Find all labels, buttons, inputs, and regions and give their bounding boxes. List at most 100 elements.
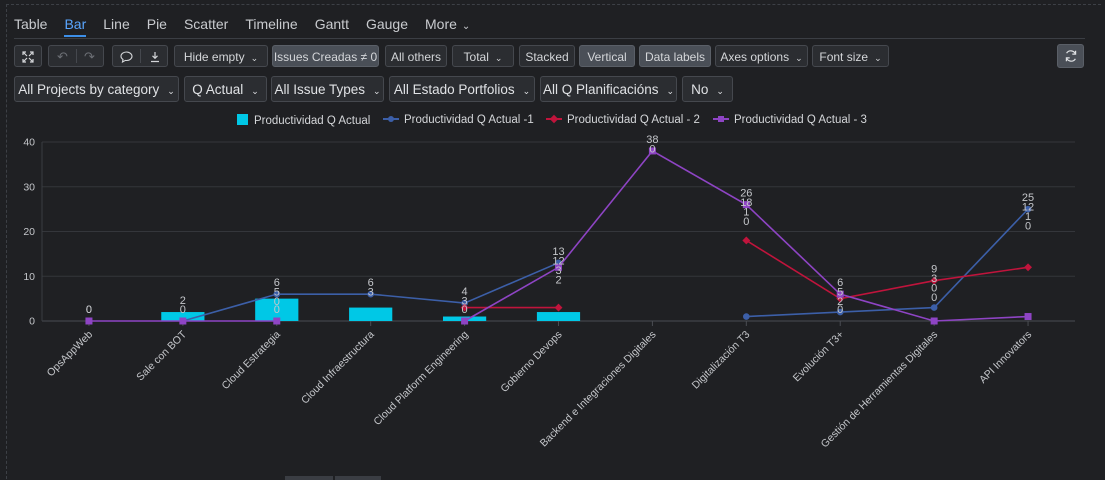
bar[interactable] [255,298,299,321]
legend-item-q2[interactable]: Productividad Q Actual - 2 [546,114,700,126]
axes-options-label: Axes options [720,50,790,64]
expand-button[interactable] [14,45,42,67]
filter-bar: All Projects by category ⌄ Q Actual ⌄ All … [14,76,1091,104]
series-point[interactable] [555,263,562,271]
tab-gantt[interactable]: Gantt [314,15,349,32]
legend-item-q1[interactable]: Productividad Q Actual -1 [383,114,534,126]
series-point[interactable] [648,147,656,155]
issue-types-filter[interactable]: All Issue Types ⌄ [271,76,384,102]
series-point[interactable] [930,276,939,285]
series-point[interactable] [1024,263,1033,272]
total-dropdown[interactable]: Total ⌄ [452,45,514,67]
bar[interactable] [349,307,393,321]
data-label: 0 [931,292,937,304]
scroll-indicator [335,476,381,480]
x-tick-label: Gobierno Devops [498,329,564,395]
redo-icon[interactable]: ↷ [84,49,95,64]
data-label: 18 [740,197,752,209]
series-point[interactable] [930,317,938,325]
chart-legend: Productividad Q Actual Productividad Q A… [0,114,1105,130]
comment-icon[interactable] [120,51,133,63]
series-point[interactable] [743,313,750,320]
series-point[interactable] [836,290,844,298]
data-label: 12 [552,255,564,267]
series-point[interactable] [367,290,374,298]
x-tick-label: Digitalización T3 [690,329,753,392]
no-filter-label: No [691,82,709,97]
stacked-button[interactable]: Stacked [519,45,575,67]
refresh-button[interactable] [1057,44,1084,68]
series-point[interactable] [742,236,751,245]
legend-swatch [237,114,248,125]
issues-creadas-filter-button[interactable]: Issues Creadas ≠ 0 [272,45,379,67]
series-point[interactable] [930,304,938,311]
expand-icon [22,51,34,63]
planificaciones-filter[interactable]: All Q Planificacións ⌄ [540,76,677,102]
data-label: 0 [180,304,186,316]
estado-filter-label: All Estado Portfolios [393,82,515,97]
all-others-button[interactable]: All others [385,45,447,67]
tab-scatter[interactable]: Scatter [183,15,229,32]
series-point[interactable] [742,201,750,209]
data-label: 3 [368,287,374,299]
estado-portfolios-filter[interactable]: All Estado Portfolios ⌄ [389,76,535,102]
series-point[interactable] [179,317,187,325]
no-filter[interactable]: No ⌄ [682,76,733,102]
legend-label: Productividad Q Actual - 3 [734,114,867,126]
data-label: 1 [743,207,749,219]
series-point[interactable] [460,303,469,312]
divider [76,49,77,63]
divider [140,49,141,63]
y-tick-label: 10 [23,271,35,283]
download-icon[interactable] [149,51,161,63]
tab-more[interactable]: More ⌄ [425,10,470,37]
data-label: 0 [649,143,655,155]
tab-bar[interactable]: Bar [64,10,87,37]
quarter-filter[interactable]: Q Actual ⌄ [184,76,267,102]
vertical-button[interactable]: Vertical [579,45,635,67]
chevron-down-icon: ⌄ [250,53,259,63]
series-point[interactable] [461,299,468,307]
tab-timeline[interactable]: Timeline [245,15,298,32]
tab-line[interactable]: Line [103,15,130,32]
data-label: 2 [180,295,186,307]
series-point[interactable] [836,308,844,316]
series-line [745,239,1029,300]
total-label: Total [463,50,489,64]
data-label: 0 [931,283,937,295]
quarter-filter-label: Q Actual [192,82,244,97]
axes-options-dropdown[interactable]: Axes options ⌄ [715,45,808,67]
series-point[interactable] [1024,313,1032,321]
tab-table[interactable]: Table [14,15,48,32]
chevron-down-icon: ⌄ [874,53,882,63]
chevron-down-icon: ⌄ [494,53,503,63]
series-point[interactable] [273,317,281,325]
font-size-dropdown[interactable]: Font size ⌄ [812,45,889,67]
legend-label: Productividad Q Actual -1 [404,114,534,126]
bar[interactable] [161,312,205,321]
legend-swatch [546,114,562,124]
undo-icon[interactable]: ↶ [57,49,68,64]
series-point[interactable] [461,317,469,325]
chevron-down-icon: ⌄ [522,86,531,96]
data-label: 6 [368,277,374,289]
series-point[interactable] [1024,205,1032,213]
projects-filter[interactable]: All Projects by category ⌄ [14,76,179,102]
series-point[interactable] [554,303,563,312]
data-label: 2 [555,274,561,286]
hide-empty-dropdown[interactable]: Hide empty ⌄ [174,45,268,67]
x-tick-label: Evolución T3+ [791,329,847,385]
series-point[interactable] [85,317,93,325]
data-label: 26 [740,188,752,200]
y-tick-label: 40 [23,137,35,149]
x-tick-label: Cloud Estrategia [220,329,283,392]
planificaciones-filter-label: All Q Planificacións [542,82,659,97]
tab-gauge[interactable]: Gauge [365,15,409,32]
series-point[interactable] [273,290,281,298]
data-labels-button[interactable]: Data labels [639,45,711,67]
legend-item-q3[interactable]: Productividad Q Actual - 3 [713,114,867,126]
legend-item-bar[interactable]: Productividad Q Actual [237,114,370,127]
bar[interactable] [536,312,581,321]
tab-pie[interactable]: Pie [146,15,167,32]
